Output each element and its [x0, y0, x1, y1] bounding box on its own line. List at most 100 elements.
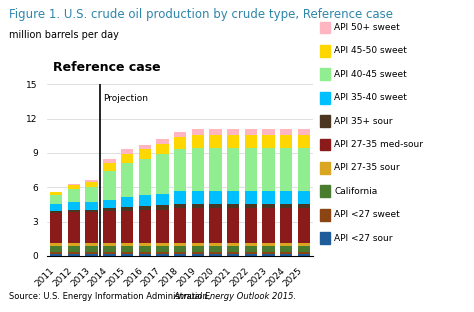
Bar — [227, 135, 239, 148]
Bar — [68, 254, 80, 256]
Bar — [245, 243, 257, 246]
Bar — [263, 148, 275, 191]
Bar — [156, 246, 169, 252]
Bar — [68, 189, 80, 202]
Bar — [138, 158, 151, 195]
Bar — [191, 254, 204, 256]
Bar — [210, 191, 222, 204]
Bar — [263, 252, 275, 254]
Bar — [85, 254, 98, 256]
Bar — [298, 246, 310, 252]
Text: API 35+ sour: API 35+ sour — [334, 117, 392, 125]
Bar — [298, 243, 310, 246]
Bar — [85, 182, 98, 187]
Bar — [68, 252, 80, 254]
Bar — [138, 195, 151, 206]
Bar — [245, 129, 257, 135]
Bar — [121, 211, 133, 243]
Bar — [298, 135, 310, 148]
Bar — [103, 208, 116, 211]
Bar — [280, 243, 292, 246]
Bar — [210, 129, 222, 135]
Bar — [138, 145, 151, 149]
Bar — [103, 252, 116, 254]
Bar — [103, 254, 116, 256]
Bar — [298, 254, 310, 256]
Bar — [174, 137, 186, 149]
Bar — [174, 208, 186, 243]
Bar — [103, 158, 116, 163]
Bar — [263, 191, 275, 204]
Bar — [174, 149, 186, 191]
Text: API 35-40 sweet: API 35-40 sweet — [334, 93, 407, 102]
Text: API 27-35 sour: API 27-35 sour — [334, 163, 400, 172]
Bar — [121, 252, 133, 254]
Bar — [263, 129, 275, 135]
Bar — [227, 208, 239, 243]
Bar — [280, 252, 292, 254]
Bar — [191, 243, 204, 246]
Bar — [156, 205, 169, 210]
Text: Projection: Projection — [103, 95, 148, 103]
Bar — [85, 180, 98, 182]
Bar — [280, 135, 292, 148]
Bar — [156, 243, 169, 246]
Bar — [191, 204, 204, 208]
Text: Reference case: Reference case — [53, 61, 160, 74]
Bar — [103, 211, 116, 243]
Text: Figure 1. U.S. crude oil production by crude type, Reference case: Figure 1. U.S. crude oil production by c… — [9, 8, 393, 21]
Bar — [138, 246, 151, 252]
Bar — [191, 148, 204, 191]
Bar — [298, 204, 310, 208]
Bar — [298, 148, 310, 191]
Bar — [227, 129, 239, 135]
Bar — [227, 243, 239, 246]
Bar — [280, 246, 292, 252]
Bar — [263, 254, 275, 256]
Bar — [138, 206, 151, 210]
Bar — [210, 243, 222, 246]
Bar — [210, 135, 222, 148]
Bar — [85, 187, 98, 202]
Bar — [191, 246, 204, 252]
Bar — [68, 210, 80, 212]
Text: million barrels per day: million barrels per day — [9, 30, 119, 40]
Bar — [227, 252, 239, 254]
Bar — [121, 197, 133, 207]
Bar — [210, 254, 222, 256]
Bar — [50, 254, 63, 256]
Bar — [50, 211, 63, 213]
Bar — [85, 202, 98, 210]
Bar — [50, 252, 63, 254]
Bar — [263, 246, 275, 252]
Bar — [280, 254, 292, 256]
Bar — [245, 204, 257, 208]
Bar — [50, 195, 63, 204]
Bar — [156, 254, 169, 256]
Bar — [50, 192, 63, 195]
Bar — [121, 154, 133, 163]
Bar — [210, 252, 222, 254]
Bar — [85, 212, 98, 243]
Text: API 50+ sweet: API 50+ sweet — [334, 23, 400, 32]
Bar — [50, 213, 63, 243]
Bar — [138, 210, 151, 243]
Text: California: California — [334, 187, 377, 196]
Bar — [210, 208, 222, 243]
Bar — [263, 243, 275, 246]
Bar — [245, 252, 257, 254]
Bar — [68, 202, 80, 210]
Bar — [68, 185, 80, 189]
Bar — [227, 148, 239, 191]
Bar — [68, 243, 80, 246]
Text: API 40-45 sweet: API 40-45 sweet — [334, 70, 407, 79]
Bar — [138, 149, 151, 158]
Bar — [50, 246, 63, 252]
Bar — [298, 129, 310, 135]
Bar — [263, 204, 275, 208]
Bar — [50, 243, 63, 246]
Bar — [156, 194, 169, 205]
Bar — [156, 252, 169, 254]
Bar — [103, 171, 116, 200]
Bar — [121, 149, 133, 154]
